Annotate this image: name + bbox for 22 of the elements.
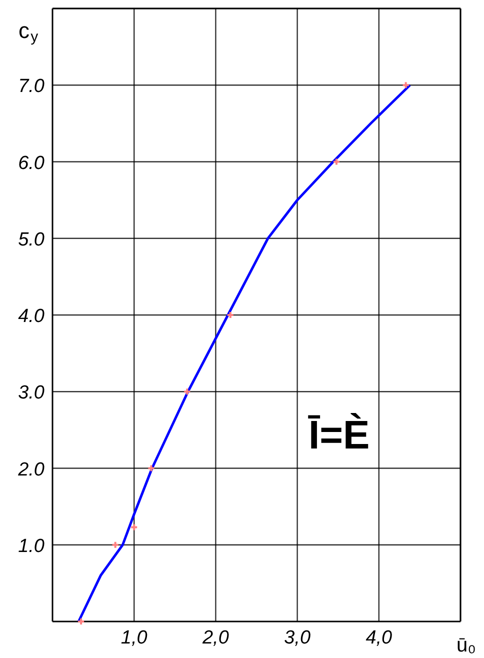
annotation: Ī=È	[308, 412, 370, 458]
point	[332, 158, 340, 166]
y-tick-label: 1.0	[18, 536, 45, 557]
line-series	[77, 84, 412, 623]
point	[402, 81, 410, 90]
x-tick-label: 3,0	[284, 628, 311, 648]
point	[183, 388, 192, 396]
x-tick-label: 1,0	[120, 628, 148, 648]
x-axis-title: ū₀	[456, 634, 476, 656]
y-tick-label: 6.0	[18, 152, 45, 174]
x-tick-label: 2,0	[201, 628, 230, 648]
y-tick-label: 7.0	[18, 76, 45, 98]
point	[77, 618, 86, 626]
x-tick-label: 4,0	[366, 628, 393, 648]
y-tick-label: 5.0	[18, 229, 45, 250]
point	[111, 540, 120, 549]
y-tick-label: 3.0	[18, 382, 45, 404]
point	[226, 311, 234, 319]
point	[130, 523, 138, 532]
y-tick-label: 2.0	[17, 459, 45, 480]
point	[147, 464, 156, 472]
y-tick-label: 4.0	[18, 306, 45, 327]
